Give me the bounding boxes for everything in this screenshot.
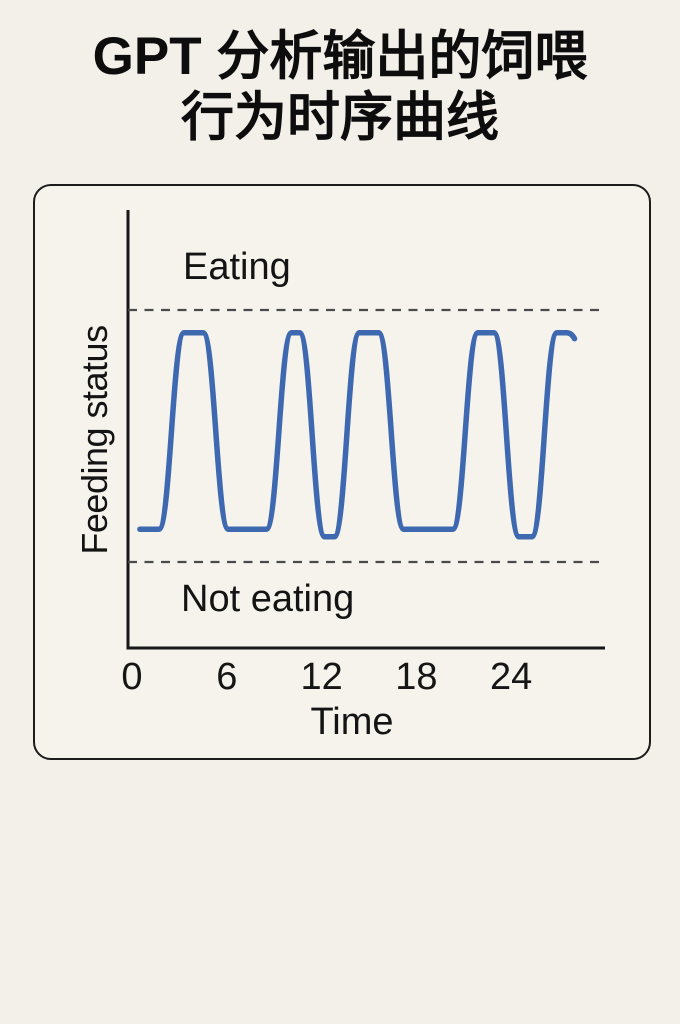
y-axis-title: Feeding status bbox=[74, 325, 115, 555]
x-tick-label-12: 12 bbox=[300, 656, 343, 698]
chart-title-line-2: 行为时序曲线 bbox=[181, 88, 499, 147]
chart-title-line-1: GPT 分析输出的饲喂 bbox=[92, 27, 588, 86]
chart-title: GPT 分析输出的饲喂 行为时序曲线 bbox=[0, 26, 680, 148]
chart-canvas bbox=[126, 210, 605, 650]
feeding-curve bbox=[137, 329, 578, 540]
chart-panel: Eating Not eating Feeding status Time 0 6… bbox=[33, 184, 651, 760]
x-tick-label-6: 6 bbox=[216, 656, 238, 698]
x-tick-label-0: 0 bbox=[121, 656, 143, 698]
not-eating-region-label: Not eating bbox=[181, 578, 355, 620]
eating-region-label: Eating bbox=[183, 246, 291, 288]
x-tick-label-24: 24 bbox=[490, 656, 533, 698]
x-tick-label-18: 18 bbox=[395, 656, 438, 698]
x-axis-title: Time bbox=[310, 701, 394, 743]
axes-line bbox=[126, 210, 605, 650]
